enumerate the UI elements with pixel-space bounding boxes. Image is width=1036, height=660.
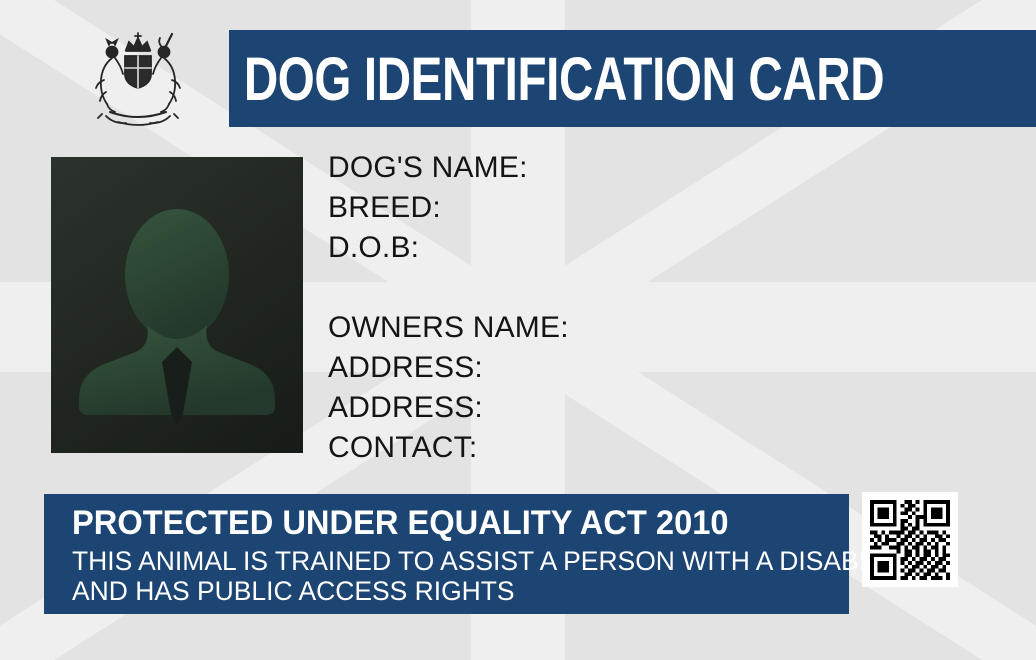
footer-subline-2: AND HAS PUBLIC ACCESS RIGHTS xyxy=(72,576,515,606)
dog-fields: DOG'S NAME: BREED: D.O.B: xyxy=(328,148,528,268)
field-breed: BREED: xyxy=(328,191,441,224)
field-owners-name: OWNERS NAME: xyxy=(328,311,569,344)
field-address-2: ADDRESS: xyxy=(328,391,483,424)
person-silhouette-icon xyxy=(79,209,275,426)
footer-banner: PROTECTED UNDER EQUALITY ACT 2010 THIS A… xyxy=(44,494,922,614)
title-banner: DOG IDENTIFICATION CARD xyxy=(229,30,1036,127)
royal-coat-of-arms-icon xyxy=(95,32,181,126)
field-contact: CONTACT: xyxy=(328,431,478,464)
qr-code-icon xyxy=(870,499,950,580)
field-dob: D.O.B: xyxy=(328,231,420,264)
qr-code xyxy=(862,492,958,587)
field-dogs-name: DOG'S NAME: xyxy=(328,151,528,184)
footer-headline: PROTECTED UNDER EQUALITY ACT 2010 xyxy=(72,504,729,542)
photo-placeholder xyxy=(51,157,303,453)
footer-subline-1: THIS ANIMAL IS TRAINED TO ASSIST A PERSO… xyxy=(72,546,922,576)
card-title: DOG IDENTIFICATION CARD xyxy=(243,44,885,113)
field-address-1: ADDRESS: xyxy=(328,351,483,384)
owner-fields: OWNERS NAME: ADDRESS: ADDRESS: CONTACT: xyxy=(328,308,569,468)
